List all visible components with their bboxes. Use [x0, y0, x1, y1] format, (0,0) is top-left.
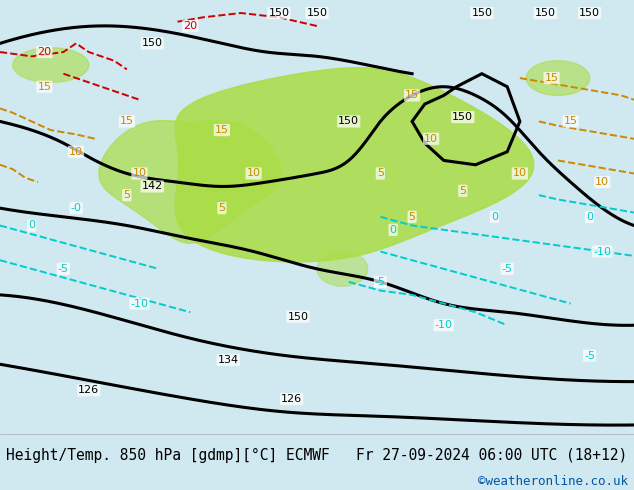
Text: Fr 27-09-2024 06:00 UTC (18+12): Fr 27-09-2024 06:00 UTC (18+12) [356, 447, 628, 463]
Polygon shape [99, 121, 281, 243]
Text: 20: 20 [183, 21, 197, 31]
Text: 150: 150 [268, 8, 290, 18]
Text: 15: 15 [37, 82, 51, 92]
Text: 0: 0 [491, 212, 498, 222]
Text: 10: 10 [69, 147, 83, 157]
Text: 15: 15 [405, 90, 419, 100]
Text: ©weatheronline.co.uk: ©weatheronline.co.uk [477, 475, 628, 488]
Text: 15: 15 [564, 117, 578, 126]
Text: 10: 10 [247, 169, 261, 178]
Text: -5: -5 [501, 264, 513, 274]
Text: 5: 5 [377, 169, 384, 178]
Text: 150: 150 [338, 117, 359, 126]
Text: -10: -10 [593, 246, 611, 257]
Text: 142: 142 [141, 181, 163, 192]
Text: 126: 126 [78, 385, 100, 395]
Text: 150: 150 [141, 38, 163, 49]
Text: 10: 10 [424, 134, 438, 144]
Polygon shape [13, 48, 89, 82]
Polygon shape [526, 61, 590, 96]
Text: 5: 5 [408, 212, 416, 222]
Text: 0: 0 [586, 212, 593, 222]
Polygon shape [175, 68, 534, 262]
Text: 15: 15 [215, 125, 229, 135]
Text: -5: -5 [375, 277, 386, 287]
Text: 150: 150 [287, 312, 309, 321]
Text: Height/Temp. 850 hPa [gdmp][°C] ECMWF: Height/Temp. 850 hPa [gdmp][°C] ECMWF [6, 447, 330, 463]
Text: 150: 150 [579, 8, 600, 18]
Text: -10: -10 [131, 298, 148, 309]
Text: 0: 0 [28, 220, 36, 230]
Text: 15: 15 [545, 73, 559, 83]
Text: 126: 126 [281, 394, 302, 404]
Text: -5: -5 [584, 350, 595, 361]
Text: 10: 10 [513, 169, 527, 178]
Text: 5: 5 [123, 190, 131, 200]
Text: 5: 5 [459, 186, 467, 196]
Text: 10: 10 [595, 177, 609, 187]
Text: 150: 150 [452, 112, 474, 122]
Text: 15: 15 [120, 117, 134, 126]
Text: 5: 5 [218, 203, 226, 213]
Text: -5: -5 [58, 264, 69, 274]
Text: 134: 134 [217, 355, 239, 365]
Text: 150: 150 [534, 8, 556, 18]
Text: 10: 10 [133, 169, 146, 178]
Polygon shape [317, 251, 368, 286]
Text: 0: 0 [389, 225, 397, 235]
Text: -0: -0 [70, 203, 82, 213]
Text: 150: 150 [306, 8, 328, 18]
Text: 150: 150 [471, 8, 493, 18]
Text: 20: 20 [37, 47, 51, 57]
Text: -10: -10 [435, 320, 453, 330]
